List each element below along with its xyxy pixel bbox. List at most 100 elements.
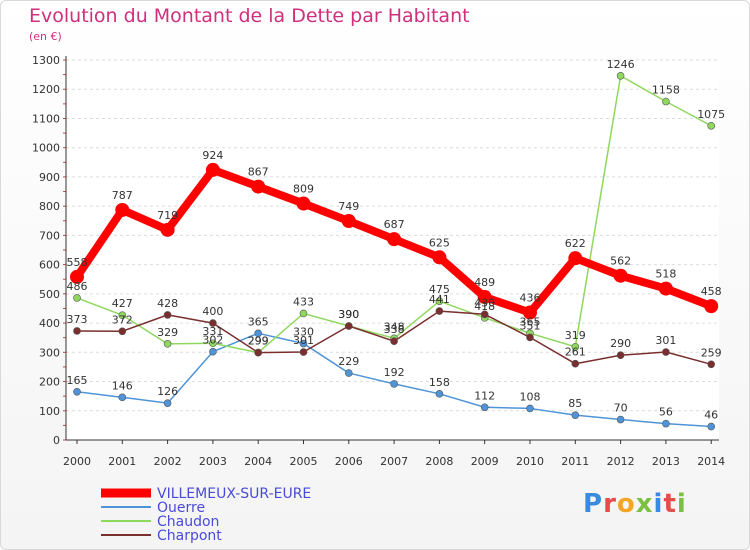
data-label: 259 bbox=[701, 346, 722, 359]
data-label: 348 bbox=[384, 320, 405, 333]
data-point bbox=[435, 390, 444, 398]
data-label: 458 bbox=[701, 285, 722, 298]
data-point bbox=[341, 214, 356, 229]
x-tick-label: 2013 bbox=[652, 455, 680, 468]
legend-label: Ouerre bbox=[157, 500, 205, 516]
data-point bbox=[616, 351, 625, 360]
data-label: 365 bbox=[248, 315, 269, 328]
data-point bbox=[435, 297, 444, 305]
data-label: 301 bbox=[655, 334, 676, 347]
x-tick-label: 2004 bbox=[244, 455, 272, 468]
data-label: 418 bbox=[474, 300, 495, 313]
data-label: 365 bbox=[520, 315, 541, 328]
data-point bbox=[118, 327, 127, 336]
x-tick-label: 2012 bbox=[607, 455, 635, 468]
data-point bbox=[160, 222, 175, 237]
data-label: 158 bbox=[429, 376, 450, 389]
chart-title: Evolution du Montant de la Dette par Hab… bbox=[29, 5, 470, 27]
data-label: 229 bbox=[338, 355, 359, 368]
data-label: 562 bbox=[610, 255, 631, 268]
data-point bbox=[435, 307, 444, 315]
data-point bbox=[662, 419, 670, 428]
data-point bbox=[432, 250, 447, 265]
data-point bbox=[209, 339, 217, 348]
data-point bbox=[163, 340, 172, 348]
legend-label: Charpont bbox=[157, 528, 222, 544]
data-label: 331 bbox=[202, 325, 223, 338]
data-label: 719 bbox=[157, 209, 178, 222]
data-label: 441 bbox=[429, 293, 450, 306]
y-tick-label: 0 bbox=[53, 434, 60, 447]
x-tick-label: 2014 bbox=[697, 455, 725, 468]
plot-area bbox=[66, 60, 719, 440]
data-point bbox=[526, 404, 534, 413]
data-label: 400 bbox=[202, 305, 223, 318]
data-label: 486 bbox=[67, 280, 88, 293]
data-label: 433 bbox=[293, 295, 314, 308]
data-point bbox=[707, 360, 716, 369]
data-label: 475 bbox=[429, 283, 450, 296]
data-point bbox=[118, 393, 127, 402]
data-label: 146 bbox=[112, 379, 133, 392]
data-point bbox=[523, 305, 537, 320]
data-label: 192 bbox=[384, 366, 405, 379]
data-label: 351 bbox=[520, 319, 541, 332]
y-tick-label: 400 bbox=[39, 317, 60, 330]
data-point bbox=[571, 359, 580, 368]
data-label: 867 bbox=[248, 166, 269, 179]
data-label: 372 bbox=[112, 313, 133, 326]
data-label: 687 bbox=[384, 218, 405, 231]
data-point bbox=[662, 97, 670, 106]
y-tick-label: 1000 bbox=[32, 142, 60, 155]
data-label: 290 bbox=[610, 337, 631, 350]
data-point bbox=[115, 202, 130, 217]
data-label: 1075 bbox=[697, 108, 725, 121]
x-tick-label: 2003 bbox=[199, 455, 227, 468]
data-point bbox=[704, 299, 719, 314]
data-point bbox=[707, 121, 716, 130]
y-tick-label: 1300 bbox=[32, 54, 60, 67]
data-point bbox=[662, 348, 670, 356]
data-label: 112 bbox=[474, 389, 495, 402]
x-tick-label: 2007 bbox=[380, 455, 408, 468]
data-label: 622 bbox=[565, 237, 586, 250]
data-point bbox=[70, 269, 84, 284]
data-label: 1246 bbox=[607, 58, 635, 71]
legend-label: VILLEMEUX-SUR-EURE bbox=[157, 486, 311, 502]
data-label: 165 bbox=[67, 374, 88, 387]
y-tick-label: 600 bbox=[39, 259, 60, 272]
x-tick-label: 2006 bbox=[335, 455, 363, 468]
data-point bbox=[344, 322, 353, 330]
data-point bbox=[163, 311, 172, 319]
data-label: 428 bbox=[157, 297, 178, 310]
data-point bbox=[205, 162, 220, 177]
data-label: 302 bbox=[202, 334, 223, 347]
data-point bbox=[209, 319, 217, 327]
data-label: 809 bbox=[293, 183, 314, 196]
y-tick-label: 1100 bbox=[32, 112, 60, 125]
data-label: 330 bbox=[293, 326, 314, 339]
data-label: 749 bbox=[338, 200, 359, 213]
data-point bbox=[571, 411, 580, 419]
data-label: 436 bbox=[520, 292, 541, 305]
y-tick-label: 300 bbox=[39, 346, 60, 359]
data-label: 558 bbox=[67, 256, 88, 269]
x-tick-label: 2002 bbox=[154, 455, 182, 468]
data-point bbox=[387, 232, 402, 247]
data-label: 924 bbox=[202, 149, 223, 162]
data-point bbox=[118, 311, 127, 319]
data-label: 373 bbox=[67, 313, 88, 326]
data-point bbox=[480, 403, 489, 412]
data-label: 329 bbox=[157, 326, 178, 339]
data-label: 319 bbox=[565, 329, 586, 342]
x-tick-label: 2010 bbox=[516, 455, 544, 468]
data-label: 518 bbox=[655, 268, 676, 281]
data-point bbox=[480, 310, 489, 319]
data-point bbox=[658, 281, 673, 296]
data-point bbox=[73, 294, 81, 302]
data-label: 489 bbox=[474, 276, 495, 289]
data-label: 390 bbox=[338, 308, 359, 321]
data-label: 390 bbox=[338, 308, 359, 321]
